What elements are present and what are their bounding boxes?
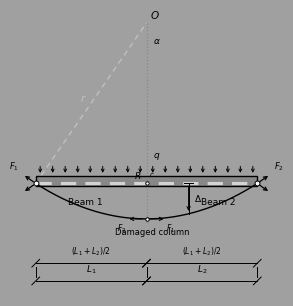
Text: $r$: $r$ xyxy=(80,93,87,104)
Text: $(L_1+L_2)/2$: $(L_1+L_2)/2$ xyxy=(71,246,111,258)
Text: $F_2$: $F_2$ xyxy=(275,161,285,174)
Text: $c$: $c$ xyxy=(149,171,154,179)
Polygon shape xyxy=(36,176,257,186)
Text: $F_1$: $F_1$ xyxy=(166,222,176,235)
Text: Beam 2: Beam 2 xyxy=(201,199,236,207)
Text: $q$: $q$ xyxy=(153,151,161,162)
Text: Damaged column: Damaged column xyxy=(115,228,189,237)
Text: $L_2$: $L_2$ xyxy=(197,263,207,276)
Text: $F_1$: $F_1$ xyxy=(8,161,18,174)
Text: $O$: $O$ xyxy=(150,9,160,21)
Text: $R$: $R$ xyxy=(134,170,141,181)
Text: $(L_1+L_2)/2$: $(L_1+L_2)/2$ xyxy=(182,246,222,258)
Text: $F_2$: $F_2$ xyxy=(117,222,127,235)
Text: $L_1$: $L_1$ xyxy=(86,263,96,276)
Text: Beam 1: Beam 1 xyxy=(68,199,103,207)
Text: $\Delta$: $\Delta$ xyxy=(194,193,202,204)
Text: $\alpha$: $\alpha$ xyxy=(153,37,161,46)
